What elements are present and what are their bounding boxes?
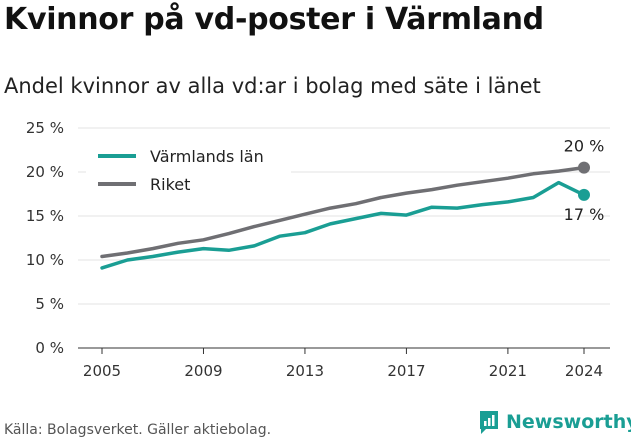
- legend-label: Värmlands län: [150, 147, 264, 166]
- brand-name: Newsworthy: [506, 411, 631, 433]
- source-note: Källa: Bolagsverket. Gäller aktiebolag.: [4, 422, 272, 438]
- legend-label: Riket: [150, 175, 190, 194]
- series-end-label: 20 %: [564, 137, 605, 156]
- y-tick-label: 0 %: [35, 339, 64, 357]
- x-tick-label: 2017: [387, 362, 425, 380]
- x-tick-label: 2024: [565, 362, 603, 380]
- brand-logo[interactable]: Newsworthy: [478, 407, 631, 437]
- y-tick-label: 5 %: [35, 295, 64, 313]
- series-line: [100, 165, 586, 259]
- y-tick-label: 25 %: [26, 119, 64, 137]
- series-end-label: 17 %: [564, 205, 605, 224]
- newsworthy-logo-icon: [480, 411, 498, 434]
- chart-title: Kvinnor på vd-poster i Värmland: [4, 2, 544, 37]
- series-line: [100, 180, 586, 270]
- series-end-point: [578, 188, 590, 201]
- x-tick-label: 2009: [184, 362, 222, 380]
- y-tick-label: 15 %: [26, 207, 64, 225]
- chart-subtitle: Andel kvinnor av alla vd:ar i bolag med …: [4, 74, 541, 98]
- x-tick-label: 2005: [83, 362, 121, 380]
- x-tick-label: 2013: [286, 362, 324, 380]
- y-tick-label: 10 %: [26, 251, 64, 269]
- x-tick-label: 2021: [489, 362, 527, 380]
- legend-background: [86, 140, 291, 202]
- y-tick-label: 20 %: [26, 163, 64, 181]
- series-end-point: [578, 161, 590, 174]
